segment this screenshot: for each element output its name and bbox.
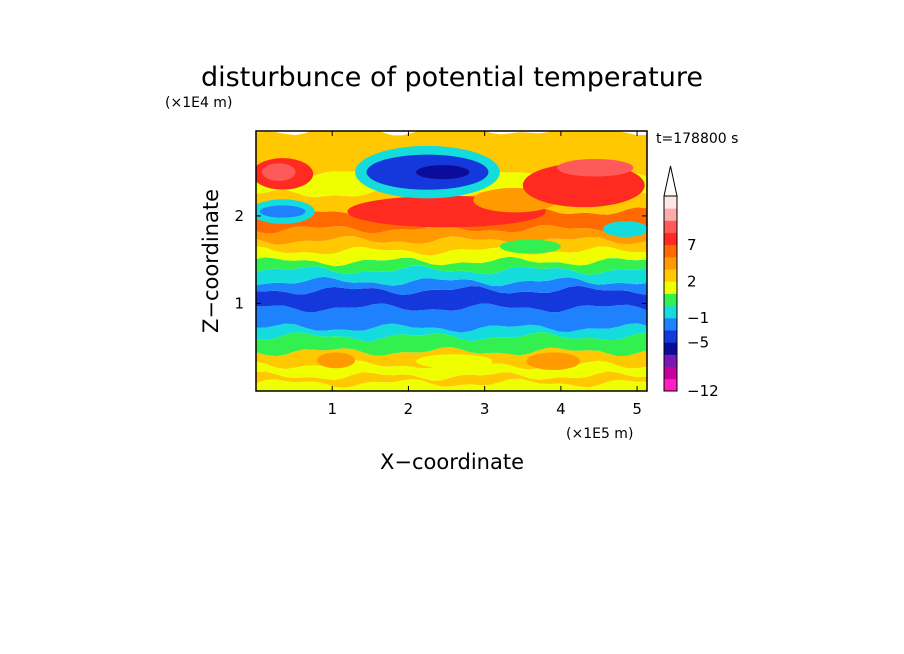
- colorbar-tick-label: −12: [687, 382, 719, 400]
- contour-plot-area: [256, 131, 647, 391]
- chart-title: disturbunce of potential temperature: [201, 62, 703, 93]
- colorbar-swatch: [664, 330, 677, 343]
- x-tick-label: 2: [404, 400, 414, 418]
- contour-feature: [316, 352, 356, 369]
- contour-band: [256, 323, 647, 342]
- x-tick-label: 3: [480, 400, 490, 418]
- colorbar-tick-label: −1: [687, 309, 709, 327]
- time-label: t=178800 s: [656, 131, 738, 147]
- x-axis: 1 2 3 4 5: [327, 131, 642, 418]
- colorbar-swatch: [664, 244, 677, 258]
- y-axis: 12: [234, 207, 647, 312]
- x-tick-label: 5: [632, 400, 642, 418]
- contour-feature: [557, 159, 634, 177]
- y-scale-label: (×1E4 m): [165, 95, 232, 111]
- contour-feature: [262, 163, 296, 181]
- colorbar-swatch: [664, 196, 677, 209]
- x-tick-label: 4: [556, 400, 566, 418]
- contour-band: [256, 276, 647, 295]
- colorbar-swatch: [664, 354, 677, 368]
- colorbar-swatch: [664, 342, 677, 355]
- y-tick-label: 2: [234, 207, 244, 225]
- colorbar-extend-arrow: [663, 165, 678, 197]
- colorbar-swatch: [664, 305, 677, 319]
- colorbar-swatch: [664, 220, 677, 233]
- colorbar-swatch: [664, 317, 677, 331]
- contour-band: [256, 224, 647, 246]
- colorbar-swatch: [664, 232, 677, 246]
- contour-feature: [526, 352, 580, 370]
- colorbar-swatch: [664, 281, 677, 294]
- contour-feature: [259, 205, 306, 218]
- contour-feature: [602, 221, 647, 237]
- colorbar-swatch: [664, 293, 677, 307]
- contour-band: [256, 256, 647, 275]
- colorbar-tick-label: 2: [687, 272, 697, 290]
- contour-band: [256, 371, 647, 388]
- colorbar: −12−5−127: [663, 165, 719, 400]
- colorbar-tick-label: −5: [687, 333, 709, 351]
- contour-band: [256, 246, 647, 267]
- y-axis-label: Z−coordinate: [199, 189, 223, 333]
- contour-band: [256, 378, 647, 391]
- contour-band: [256, 303, 647, 333]
- contour-band: [256, 265, 647, 287]
- colorbar-swatch: [664, 378, 677, 392]
- colorbar-swatch: [664, 366, 677, 380]
- contour-feature: [499, 239, 561, 254]
- contour-band: [256, 332, 647, 357]
- contour-feature: [416, 354, 493, 369]
- colorbar-swatch: [664, 208, 677, 221]
- colorbar-tick-label: 7: [687, 236, 697, 254]
- colorbar-swatch: [664, 256, 677, 270]
- y-tick-label: 1: [234, 294, 244, 312]
- contour-feature: [416, 165, 470, 180]
- x-axis-label: X−coordinate: [380, 450, 524, 474]
- x-scale-label: (×1E5 m): [566, 426, 633, 442]
- x-tick-label: 1: [327, 400, 337, 418]
- plot-frame: [255, 130, 648, 392]
- contour-band: [256, 285, 647, 313]
- colorbar-swatch: [664, 269, 677, 282]
